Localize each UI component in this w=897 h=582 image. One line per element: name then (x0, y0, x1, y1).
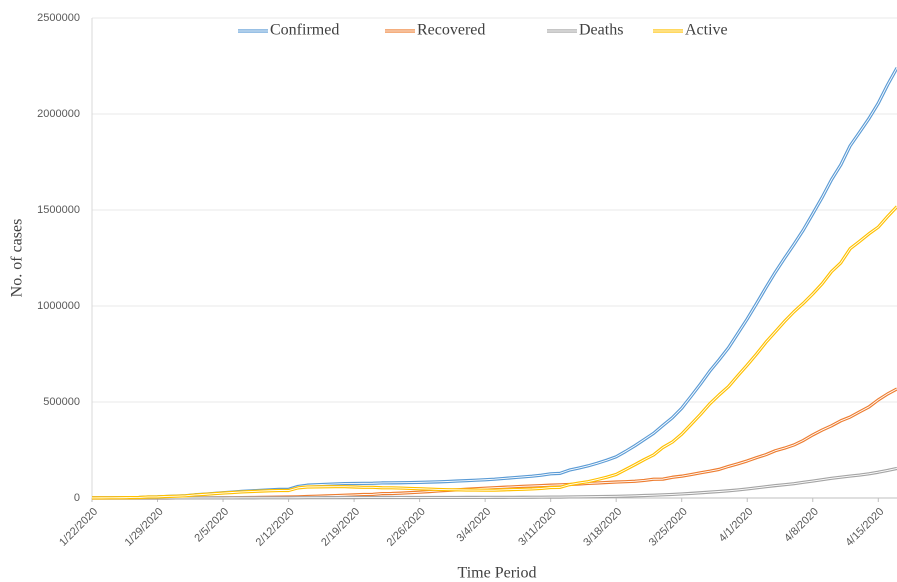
y-tick-label: 1500000 (37, 204, 80, 216)
series-line-inner (92, 388, 897, 499)
series-line (91, 67, 897, 500)
legend-label: Recovered (417, 22, 485, 39)
series-line-inner (92, 468, 897, 499)
x-tick-label: 4/8/2020 (782, 506, 821, 545)
series-line-inner (91, 67, 897, 499)
y-tick-label: 2000000 (37, 108, 80, 120)
x-tick-label: 1/29/2020 (123, 506, 166, 549)
x-tick-label: 2/12/2020 (254, 506, 297, 549)
y-tick-label: 2500000 (37, 12, 80, 24)
series-line-inner (91, 206, 897, 499)
series-line (92, 387, 897, 500)
x-tick-label: 2/5/2020 (192, 506, 231, 545)
x-tick-label: 3/18/2020 (581, 506, 624, 549)
legend-label: Deaths (579, 22, 623, 39)
x-tick-label: 3/4/2020 (455, 506, 494, 545)
x-tick-label: 3/11/2020 (516, 506, 559, 549)
x-tick-label: 2/19/2020 (319, 506, 362, 549)
y-tick-label: 0 (74, 492, 80, 504)
y-tick-label: 500000 (43, 396, 80, 408)
x-axis-title: Time Period (458, 565, 537, 582)
series-line (91, 205, 897, 500)
x-tick-label: 4/15/2020 (843, 506, 886, 549)
legend-label: Active (685, 22, 728, 39)
x-tick-label: 4/1/2020 (717, 506, 756, 545)
legend-label: Confirmed (270, 22, 339, 39)
x-tick-label: 3/25/2020 (647, 506, 690, 549)
x-tick-label: 2/26/2020 (385, 506, 428, 549)
x-tick-label: 1/22/2020 (57, 506, 100, 549)
y-axis-title: No. of cases (9, 219, 26, 298)
y-tick-label: 1000000 (37, 300, 80, 312)
